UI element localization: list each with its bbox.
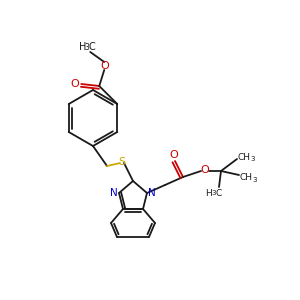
- Text: H: H: [79, 42, 86, 52]
- Text: 3: 3: [212, 190, 216, 196]
- Text: C: C: [89, 42, 96, 52]
- Text: O: O: [201, 165, 209, 175]
- Text: 3: 3: [251, 156, 255, 162]
- Text: C: C: [216, 188, 222, 197]
- Text: S: S: [118, 157, 126, 167]
- Text: O: O: [101, 61, 110, 71]
- Text: CH: CH: [238, 152, 250, 161]
- Text: N: N: [110, 188, 118, 198]
- Text: CH: CH: [239, 173, 253, 182]
- Text: O: O: [71, 79, 80, 89]
- Text: H: H: [206, 188, 212, 197]
- Text: 3: 3: [85, 43, 90, 52]
- Text: O: O: [169, 150, 178, 160]
- Text: 3: 3: [253, 177, 257, 183]
- Text: N: N: [148, 188, 156, 198]
